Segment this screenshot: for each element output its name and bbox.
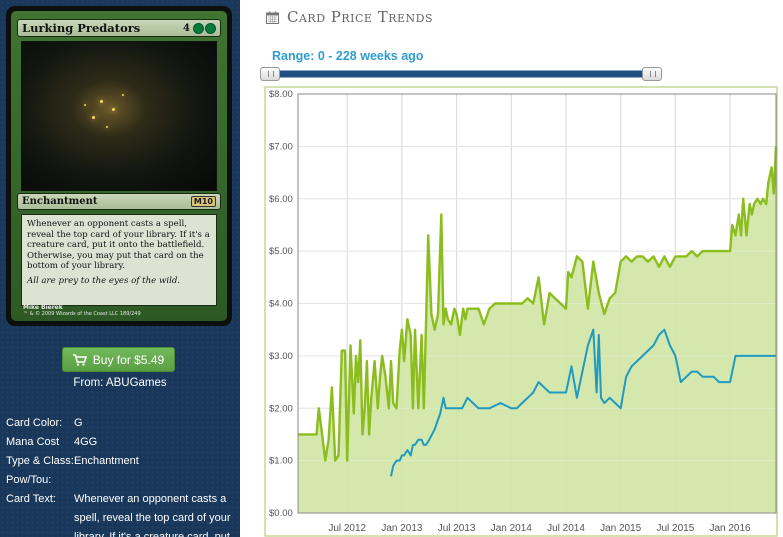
series-green-area (298, 146, 776, 513)
card-name: Lurking Predators (22, 21, 141, 35)
card-flavor-text: All are prey to the eyes of the wild. (27, 275, 181, 286)
detail-value (74, 471, 240, 490)
card-frame: Lurking Predators 4 Enchantment M10 (11, 11, 227, 321)
y-tick-label: $5.00 (269, 246, 293, 257)
series-green-line (298, 146, 778, 462)
price-trend-chart: $0.00 $1.00 $2.00 $3.00 $4.00 $5.00 $6.00 $7.00… (264, 86, 778, 537)
card-rules-text: Whenever an opponent casts a spell, reve… (27, 219, 210, 272)
detail-label: Card Text: (6, 493, 56, 505)
y-tick-label: $6.00 (269, 194, 293, 205)
buy-button-label: Buy for $5.49 (92, 352, 165, 367)
card-details: Card Color: G Mana Cost 4GG Type & Class… (6, 414, 240, 537)
x-tick-label: Jan 2016 (709, 523, 751, 534)
slider-handle-start[interactable] (260, 67, 280, 81)
x-tick-label: Jan 2014 (491, 523, 533, 534)
green-mana-icon (193, 22, 204, 34)
card-title-bar: Lurking Predators 4 (17, 19, 221, 37)
slider-handle-end[interactable] (642, 67, 662, 81)
x-tick-label: Jan 2013 (381, 523, 423, 534)
cart-icon (72, 353, 87, 366)
card-image: Lurking Predators 4 Enchantment M10 (6, 6, 232, 326)
y-tick-label: $4.00 (269, 299, 293, 310)
detail-row-card-text: Card Text: Whenever an opponent casts a … (6, 490, 240, 537)
detail-value: Whenever an opponent casts a spell, reve… (74, 493, 231, 537)
detail-label: Type & Class: (6, 455, 74, 467)
card-text-box: Whenever an opponent casts a spell, reve… (21, 214, 217, 306)
buy-button[interactable]: Buy for $5.49 (62, 347, 175, 372)
card-artwork (21, 41, 217, 191)
detail-row-pow-tou: Pow/Tou: (6, 471, 240, 490)
detail-value: Enchantment (74, 455, 139, 467)
detail-label: Mana Cost (6, 436, 60, 448)
x-tick-label: Jul 2014 (547, 523, 585, 534)
detail-label: Card Color: (6, 417, 63, 429)
y-tick-label: $1.00 (269, 456, 293, 467)
detail-value: G (74, 417, 83, 429)
detail-row-mana-cost: Mana Cost 4GG (6, 433, 240, 452)
chart-header: Card Price Trends (266, 6, 433, 28)
card-copyright: ™ & © 2009 Wizards of the Coast LLC 189/… (23, 311, 141, 317)
card-artist: Mike Bierek (23, 304, 63, 311)
y-tick-label: $7.00 (269, 141, 293, 152)
x-tick-label: Jan 2015 (600, 523, 642, 534)
detail-value: 4GG (74, 436, 98, 448)
buy-vendor: From: ABUGames (73, 377, 167, 389)
plot-border (297, 93, 777, 514)
detail-row-type: Type & Class: Enchantment (6, 452, 240, 471)
set-symbol-icon: M10 (190, 196, 216, 207)
y-tick-label: $8.00 (269, 89, 293, 100)
chart-title: Card Price Trends (287, 8, 434, 26)
generic-mana: 4 (183, 22, 190, 34)
y-tick-label: $0.00 (269, 508, 293, 519)
green-mana-icon (205, 22, 216, 34)
x-tick-label: Jul 2015 (656, 523, 694, 534)
card-type-bar: Enchantment M10 (17, 193, 221, 210)
y-tick-label: $3.00 (269, 351, 293, 362)
x-tick-label: Jul 2012 (328, 523, 366, 534)
card-type-line: Enchantment (22, 196, 98, 207)
range-slider[interactable] (260, 67, 665, 81)
card-sidebar: Lurking Predators 4 Enchantment M10 (0, 0, 240, 537)
card-footer: Mike Bierek ™ & © 2009 Wizards of the Co… (23, 304, 215, 318)
y-tick-label: $2.00 (269, 403, 293, 414)
range-label: Range: 0 - 228 weeks ago (272, 49, 424, 63)
calendar-icon (266, 11, 279, 24)
slider-track[interactable] (264, 70, 661, 78)
detail-label: Pow/Tou: (6, 474, 52, 486)
x-tick-label: Jul 2013 (438, 523, 476, 534)
detail-row-color: Card Color: G (6, 414, 240, 433)
card-mana-cost: 4 (183, 22, 216, 34)
series-blue-line (390, 328, 776, 477)
